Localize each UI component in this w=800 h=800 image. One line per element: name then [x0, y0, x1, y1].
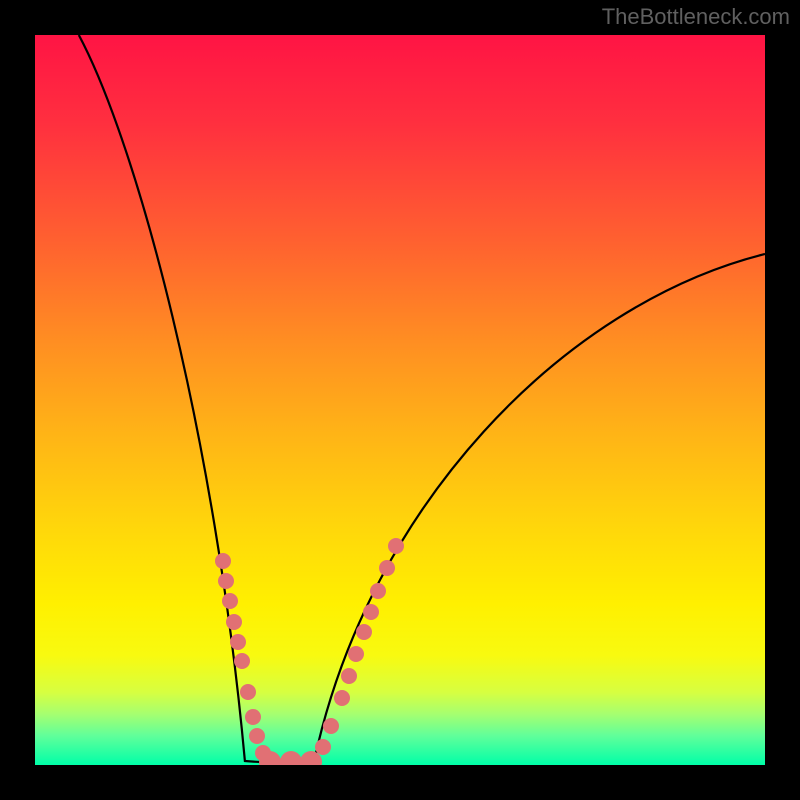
- watermark-text: TheBottleneck.com: [602, 4, 790, 30]
- data-marker: [218, 573, 234, 589]
- data-marker: [348, 646, 364, 662]
- data-marker: [230, 634, 246, 650]
- data-marker: [388, 538, 404, 554]
- data-marker: [341, 668, 357, 684]
- data-marker: [370, 583, 386, 599]
- data-marker: [379, 560, 395, 576]
- v-curve: [35, 35, 765, 765]
- data-marker: [315, 739, 331, 755]
- data-marker: [226, 614, 242, 630]
- data-marker: [249, 728, 265, 744]
- data-marker: [334, 690, 350, 706]
- data-marker: [234, 653, 250, 669]
- data-marker: [356, 624, 372, 640]
- data-marker: [240, 684, 256, 700]
- data-marker: [215, 553, 231, 569]
- data-marker: [323, 718, 339, 734]
- plot-area: [35, 35, 765, 765]
- data-marker: [222, 593, 238, 609]
- data-marker: [363, 604, 379, 620]
- chart-container: TheBottleneck.com: [0, 0, 800, 800]
- data-marker: [245, 709, 261, 725]
